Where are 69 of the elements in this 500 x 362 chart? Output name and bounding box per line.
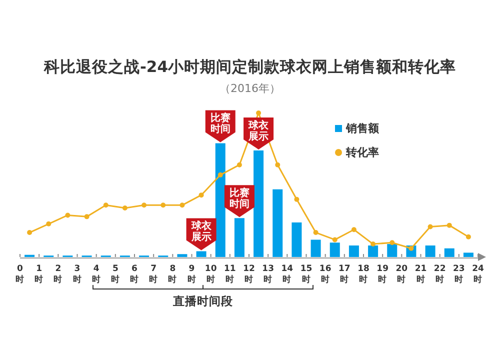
bar bbox=[463, 252, 474, 257]
bar bbox=[310, 240, 321, 257]
point bbox=[103, 202, 108, 208]
point bbox=[294, 196, 300, 202]
x-tick-label: 5时 bbox=[110, 264, 120, 285]
point bbox=[351, 227, 356, 232]
x-tick-label: 20时 bbox=[396, 264, 408, 285]
bar bbox=[425, 245, 436, 257]
x-tick-label: 1时 bbox=[34, 264, 44, 285]
x-tick-label: 6时 bbox=[130, 264, 139, 285]
bar bbox=[444, 248, 454, 257]
x-tick-label: 0时 bbox=[16, 264, 24, 285]
bar bbox=[348, 245, 359, 257]
x-tick-label: 24时 bbox=[472, 264, 484, 285]
point bbox=[332, 237, 338, 242]
bar bbox=[177, 254, 188, 257]
bar bbox=[368, 245, 378, 257]
x-tick-label: 10时 bbox=[204, 264, 217, 285]
x-tick-label: 14时 bbox=[281, 264, 294, 285]
point bbox=[198, 192, 204, 198]
bar bbox=[272, 189, 283, 257]
point bbox=[466, 234, 471, 240]
x-tick-label: 15时 bbox=[300, 264, 312, 285]
x-tick-label: 18时 bbox=[358, 264, 370, 285]
x-tick-label: 3时 bbox=[72, 264, 82, 285]
bar bbox=[330, 242, 340, 257]
point bbox=[84, 214, 90, 220]
x-tick-label: 21时 bbox=[414, 264, 427, 285]
annotation: 球衣展示 bbox=[190, 220, 212, 244]
x-tick-label: 13时 bbox=[262, 264, 274, 285]
point bbox=[27, 230, 32, 236]
point bbox=[65, 212, 70, 218]
point bbox=[428, 224, 433, 230]
point bbox=[142, 202, 147, 208]
x-tick-label: 17时 bbox=[338, 264, 350, 285]
annotation: 球衣展示 bbox=[248, 119, 270, 142]
bar bbox=[387, 244, 398, 257]
chart-title: 科比退役之战-24小时期间定制款球衣网上销售额和转化率 bbox=[42, 58, 456, 76]
point bbox=[313, 230, 318, 236]
legend-label: 销售额 bbox=[345, 122, 380, 135]
point bbox=[122, 206, 128, 211]
point bbox=[256, 110, 262, 116]
text: 直播时间段 bbox=[172, 294, 234, 308]
bar bbox=[196, 251, 206, 257]
point bbox=[370, 242, 376, 247]
x-tick-label: 12时 bbox=[243, 264, 255, 285]
x-tick-label: 16时 bbox=[319, 264, 332, 285]
annotation: 比赛时间 bbox=[210, 112, 230, 136]
point bbox=[160, 202, 166, 208]
x-tick-label: 19时 bbox=[376, 264, 389, 285]
x-tick-label: 8时 bbox=[168, 264, 178, 285]
chart-subtitle: （2016年） bbox=[220, 82, 280, 95]
point bbox=[275, 162, 280, 168]
x-tick-label: 7时 bbox=[149, 264, 158, 285]
x-tick-label: 22时 bbox=[434, 264, 446, 285]
x-tick-label: 2时 bbox=[54, 264, 63, 285]
point bbox=[446, 222, 452, 228]
x-tick-label: 23时 bbox=[452, 264, 465, 285]
x-tick-label: 9时 bbox=[187, 264, 196, 285]
point bbox=[390, 240, 395, 246]
x-tick-label: 11时 bbox=[224, 264, 236, 285]
point bbox=[218, 172, 223, 178]
point bbox=[46, 221, 52, 226]
point bbox=[180, 202, 185, 208]
bar bbox=[292, 222, 302, 257]
x-tick-label: 4时 bbox=[92, 264, 101, 285]
point bbox=[236, 162, 242, 168]
annotation: 比赛时间 bbox=[229, 187, 250, 210]
legend-label: 转化率 bbox=[345, 146, 379, 159]
